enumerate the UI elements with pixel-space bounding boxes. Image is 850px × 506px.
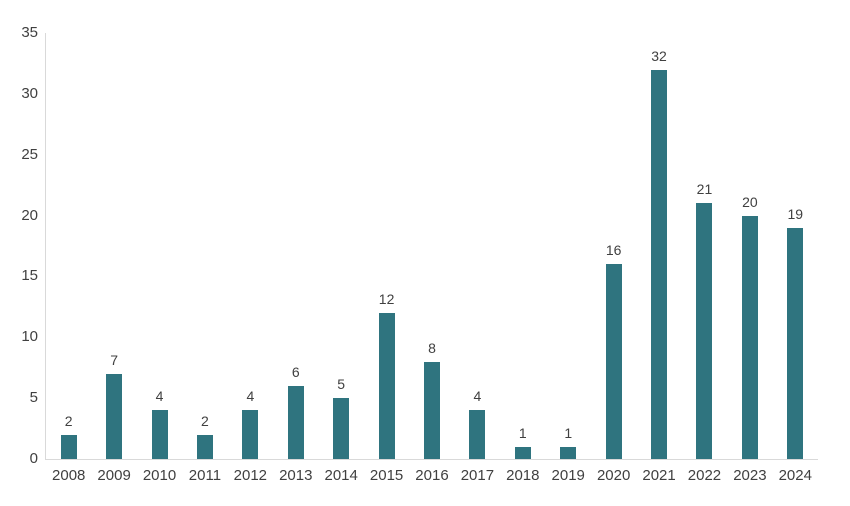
bar-2010 [151,410,168,459]
bar-2011 [196,434,213,459]
bar-2016 [424,361,440,459]
bar-2018 [514,446,531,459]
bar-value-label: 20 [742,193,758,210]
bar-2020 [605,264,622,459]
bar-2012 [242,410,259,459]
x-tick-label: 2021 [642,467,676,484]
bar-2009 [106,373,123,459]
x-tick-label: 2012 [233,467,268,484]
x-tick-label: 2020 [596,467,631,484]
bar-value-label: 19 [787,205,804,222]
x-tick-label: 2017 [460,467,495,484]
y-tick-label: 15 [21,267,38,285]
bar-value-label: 4 [155,388,164,405]
x-tick-label: 2022 [687,467,722,484]
bar-2022 [696,203,713,459]
y-tick-label: 0 [29,450,38,467]
x-axis-line [45,459,818,460]
bar-2014 [333,398,350,459]
x-tick-label: 2008 [52,467,86,484]
bar-value-label: 1 [518,424,527,441]
x-tick-label: 2019 [551,467,585,484]
y-axis-line [45,33,46,459]
x-tick-label: 2018 [506,467,540,484]
bar-2019 [560,446,577,459]
x-tick-label: 2009 [97,467,131,484]
bar-2013 [287,385,304,459]
bar-value-label: 4 [473,388,482,405]
x-tick-label: 2023 [733,467,767,484]
bar-value-label: 2 [64,412,73,429]
x-tick-label: 2010 [142,467,177,484]
bar-value-label: 2 [201,412,209,429]
bar-2017 [469,410,486,459]
y-tick-label: 25 [21,145,38,163]
bar-value-label: 6 [291,363,300,380]
x-tick-label: 2015 [369,467,404,484]
bar-value-label: 7 [110,351,118,368]
y-tick-label: 10 [21,328,38,346]
bar-value-label: 1 [564,424,573,441]
bar-2015 [378,312,395,459]
y-tick-label: 5 [29,389,38,407]
bar-value-label: 4 [246,388,255,405]
x-tick-label: 2016 [415,467,449,484]
bar-2008 [60,434,77,459]
x-tick-label: 2014 [324,467,358,484]
bar-2021 [651,69,668,459]
y-tick-label: 20 [21,206,38,224]
bar-value-label: 8 [428,339,436,356]
x-tick-label: 2024 [778,467,812,484]
x-tick-label: 2013 [279,467,313,484]
y-tick-label: 30 [21,84,38,102]
bar-2024 [787,227,804,459]
bar-value-label: 12 [378,290,395,307]
y-tick-label: 35 [21,24,38,41]
bar-value-label: 16 [605,242,622,259]
bar-2023 [741,215,758,459]
bar-value-label: 21 [696,181,713,198]
bar-value-label: 32 [651,47,667,64]
x-tick-label: 2011 [188,467,222,484]
bar-value-label: 5 [337,376,346,393]
